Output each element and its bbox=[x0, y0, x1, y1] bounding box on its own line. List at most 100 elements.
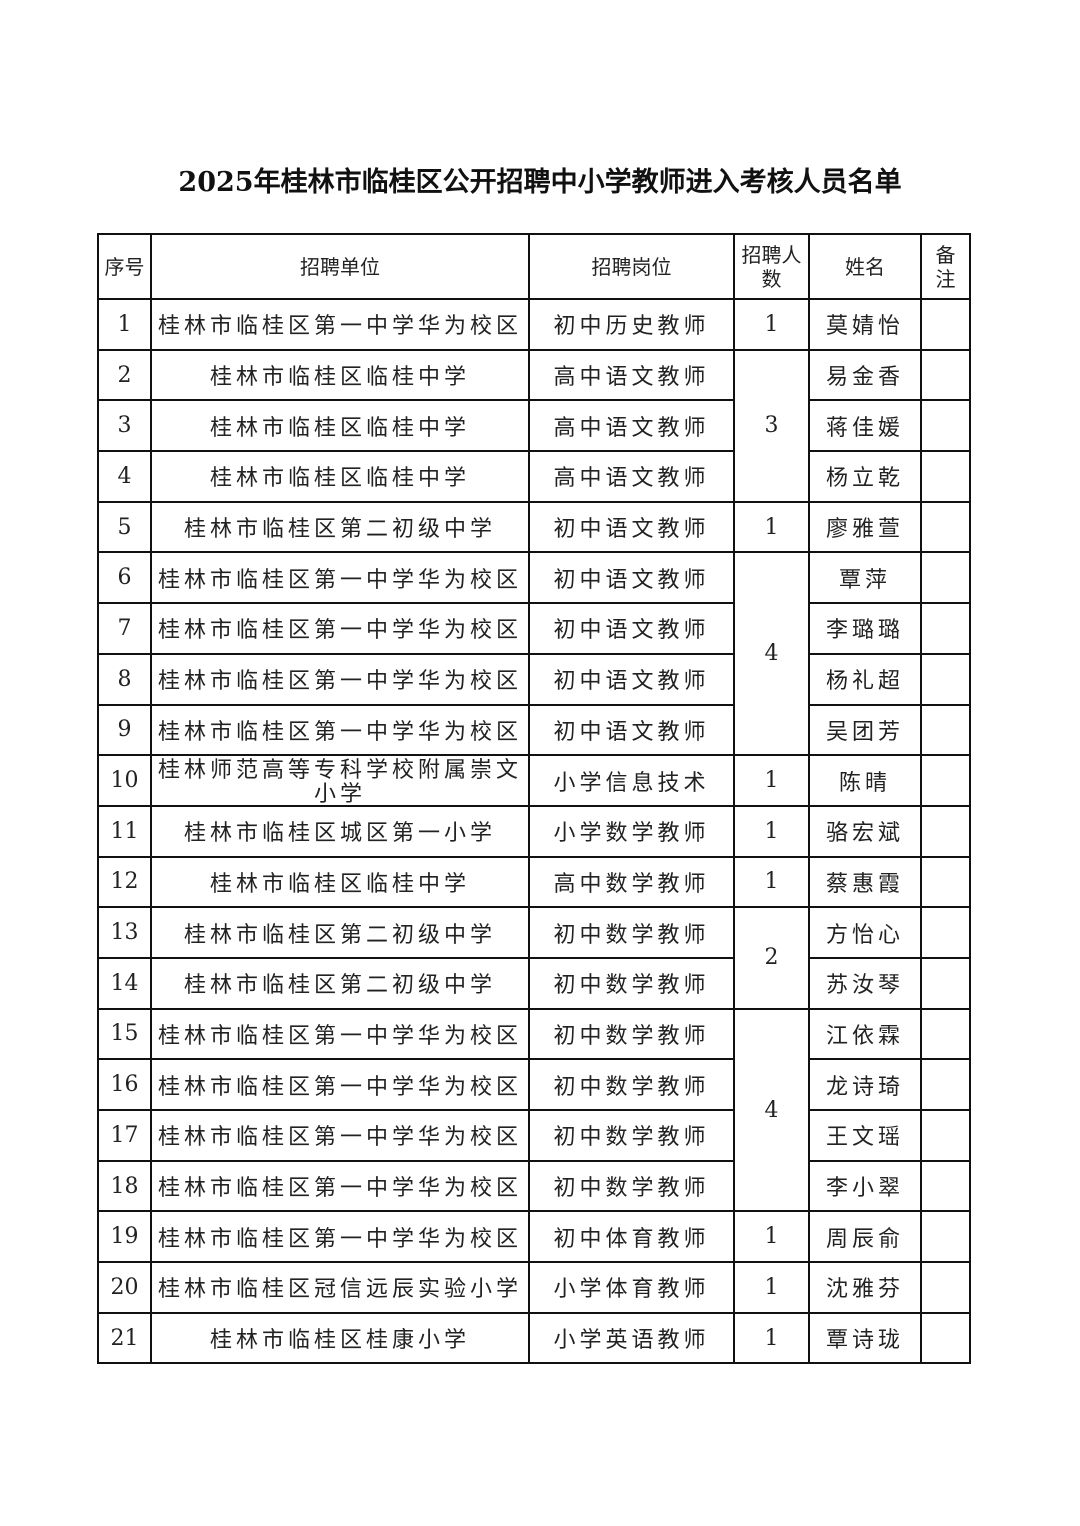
cell-no: 10 bbox=[97, 754, 152, 807]
table-row: 14 桂林市临桂区第二初级中学 初中数学教师 苏汝琴 bbox=[97, 956, 971, 1010]
cell-post: 初中语文教师 bbox=[528, 703, 735, 757]
header-name: 姓名 bbox=[808, 233, 922, 300]
table-row: 1 桂林市临桂区第一中学华为校区 初中历史教师 1 莫婧怡 bbox=[97, 298, 971, 351]
cell-unit: 桂林市临桂区城区第一小学 bbox=[150, 804, 530, 858]
cell-note bbox=[920, 450, 971, 503]
cell-name: 蒋佳媛 bbox=[808, 399, 922, 453]
cell-note bbox=[920, 1007, 971, 1061]
cell-count: 1 bbox=[733, 500, 810, 554]
cell-unit: 桂林市临桂区第二初级中学 bbox=[150, 906, 530, 959]
header-note: 备注 bbox=[920, 233, 971, 300]
cell-no: 9 bbox=[97, 703, 152, 757]
table-row: 18 桂林市临桂区第一中学华为校区 初中数学教师 李小翠 bbox=[97, 1159, 971, 1213]
table-row: 21 桂林市临桂区桂康小学 小学英语教师 1 覃诗珑 bbox=[97, 1311, 971, 1365]
cell-note bbox=[920, 348, 971, 402]
cell-count: 1 bbox=[733, 754, 810, 807]
cell-name: 龙诗琦 bbox=[808, 1058, 922, 1111]
cell-unit: 桂林市临桂区第二初级中学 bbox=[150, 956, 530, 1010]
table-row: 8 桂林市临桂区第一中学华为校区 初中语文教师 杨礼超 bbox=[97, 652, 971, 706]
table-row: 13 桂林市临桂区第二初级中学 初中数学教师 2 方怡心 bbox=[97, 906, 971, 1010]
cell-note bbox=[920, 1210, 971, 1264]
cell-note bbox=[920, 956, 971, 1010]
cell-note bbox=[920, 1261, 971, 1314]
cell-post: 初中数学教师 bbox=[528, 956, 735, 1010]
cell-no: 18 bbox=[97, 1159, 152, 1213]
cell-note bbox=[920, 1109, 971, 1162]
table-row: 20 桂林市临桂区冠信远辰实验小学 小学体育教师 1 沈雅芬 bbox=[97, 1261, 971, 1314]
cell-no: 5 bbox=[97, 500, 152, 554]
cell-unit: 桂林市临桂区第一中学华为校区 bbox=[150, 1058, 530, 1111]
cell-unit: 桂林师范高等专科学校附属崇文小学 bbox=[150, 754, 530, 807]
cell-no: 2 bbox=[97, 348, 152, 402]
cell-no: 19 bbox=[97, 1210, 152, 1264]
cell-no: 11 bbox=[97, 804, 152, 858]
cell-name: 廖雅萱 bbox=[808, 500, 922, 554]
header-no: 序号 bbox=[97, 233, 152, 300]
cell-name: 李小翠 bbox=[808, 1159, 922, 1213]
cell-post: 初中历史教师 bbox=[528, 298, 735, 351]
cell-no: 21 bbox=[97, 1311, 152, 1365]
cell-no: 17 bbox=[97, 1109, 152, 1162]
candidate-table: 序号 招聘单位 招聘岗位 招聘人数 姓名 备注 1 桂林市临桂区第一中学华为校区初… bbox=[97, 233, 971, 1365]
cell-note bbox=[920, 399, 971, 453]
table-row: 2 桂林市临桂区临桂中学 高中语文教师 3 易金香 bbox=[97, 348, 971, 503]
cell-post: 小学体育教师 bbox=[528, 1261, 735, 1314]
cell-count: 1 bbox=[733, 1210, 810, 1264]
cell-post: 高中语文教师 bbox=[528, 450, 735, 503]
cell-count: 1 bbox=[733, 298, 810, 351]
cell-post: 高中数学教师 bbox=[528, 855, 735, 909]
cell-no: 12 bbox=[97, 855, 152, 909]
cell-post: 高中语文教师 bbox=[528, 399, 735, 453]
cell-no: 7 bbox=[97, 602, 152, 655]
cell-note bbox=[920, 1311, 971, 1365]
cell-name: 吴团芳 bbox=[808, 703, 922, 757]
cell-name: 李璐璐 bbox=[808, 602, 922, 655]
cell-unit: 桂林市临桂区临桂中学 bbox=[150, 399, 530, 453]
cell-count: 1 bbox=[733, 1311, 810, 1365]
cell-note bbox=[920, 906, 971, 959]
cell-unit: 桂林市临桂区第一中学华为校区 bbox=[150, 1109, 530, 1162]
cell-note bbox=[920, 855, 971, 909]
cell-no: 6 bbox=[97, 551, 152, 605]
cell-post: 初中语文教师 bbox=[528, 602, 735, 655]
cell-name: 沈雅芬 bbox=[808, 1261, 922, 1314]
cell-name: 易金香 bbox=[808, 348, 922, 402]
table-row: 4 桂林市临桂区临桂中学 高中语文教师 杨立乾 bbox=[97, 450, 971, 503]
cell-name: 骆宏斌 bbox=[808, 804, 922, 858]
cell-post: 小学英语教师 bbox=[528, 1311, 735, 1365]
cell-no: 16 bbox=[97, 1058, 152, 1111]
table-row: 12 桂林市临桂区临桂中学 高中数学教师 1 蔡惠霞 bbox=[97, 855, 971, 909]
cell-no: 4 bbox=[97, 450, 152, 503]
cell-no: 15 bbox=[97, 1007, 152, 1061]
cell-note bbox=[920, 703, 971, 757]
cell-post: 初中语文教师 bbox=[528, 652, 735, 706]
cell-name: 杨立乾 bbox=[808, 450, 922, 503]
cell-name: 苏汝琴 bbox=[808, 956, 922, 1010]
cell-name: 蔡惠霞 bbox=[808, 855, 922, 909]
cell-unit: 桂林市临桂区第一中学华为校区 bbox=[150, 703, 530, 757]
cell-name: 陈晴 bbox=[808, 754, 922, 807]
cell-note bbox=[920, 1159, 971, 1213]
header-count: 招聘人数 bbox=[733, 233, 810, 300]
table-row: 7 桂林市临桂区第一中学华为校区 初中语文教师 李璐璐 bbox=[97, 602, 971, 655]
cell-unit: 桂林市临桂区冠信远辰实验小学 bbox=[150, 1261, 530, 1314]
cell-note bbox=[920, 804, 971, 858]
cell-post: 初中数学教师 bbox=[528, 1109, 735, 1162]
cell-note bbox=[920, 754, 971, 807]
cell-post: 初中数学教师 bbox=[528, 1007, 735, 1061]
cell-note bbox=[920, 298, 971, 351]
cell-count: 4 bbox=[733, 551, 810, 757]
table-row: 17 桂林市临桂区第一中学华为校区 初中数学教师 王文瑶 bbox=[97, 1109, 971, 1162]
cell-name: 王文瑶 bbox=[808, 1109, 922, 1162]
cell-post: 初中体育教师 bbox=[528, 1210, 735, 1264]
cell-no: 14 bbox=[97, 956, 152, 1010]
cell-name: 江依霖 bbox=[808, 1007, 922, 1061]
cell-post: 初中语文教师 bbox=[528, 500, 735, 554]
cell-no: 13 bbox=[97, 906, 152, 959]
cell-unit: 桂林市临桂区桂康小学 bbox=[150, 1311, 530, 1365]
table-row: 5 桂林市临桂区第二初级中学 初中语文教师 1 廖雅萱 bbox=[97, 500, 971, 554]
table-row: 19 桂林市临桂区第一中学华为校区 初中体育教师 1 周辰俞 bbox=[97, 1210, 971, 1264]
cell-count: 3 bbox=[733, 348, 810, 503]
cell-unit: 桂林市临桂区临桂中学 bbox=[150, 348, 530, 402]
cell-unit: 桂林市临桂区第一中学华为校区 bbox=[150, 1007, 530, 1061]
